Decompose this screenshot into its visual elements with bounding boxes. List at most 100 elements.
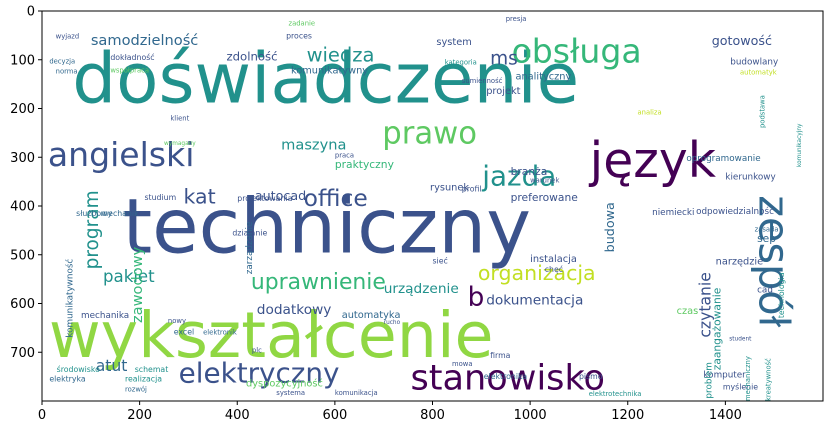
word-rucho: rucho <box>384 320 401 326</box>
word-prawo: prawo <box>382 117 477 152</box>
word-sumienność: sumienność <box>462 77 503 85</box>
word-stanowisko: stanowisko <box>411 357 605 398</box>
word-dyspozycyjność: dyspozycyjność <box>246 377 323 389</box>
word-analityczny: analityczny <box>515 71 571 82</box>
word-doświadczenie: doświadczenie <box>72 40 579 120</box>
y-tick-label: 200 <box>10 102 35 117</box>
word-cad: cad <box>757 285 773 295</box>
word-profil: profil <box>462 184 482 193</box>
word-urządzenie: urządzenie <box>384 281 459 297</box>
y-tick-label: 400 <box>10 200 35 215</box>
word-technologia: technologia <box>777 272 786 318</box>
word-komunikatywność: komunikatywność <box>64 259 75 338</box>
word-kategoria: kategoria <box>445 59 477 67</box>
word-zawodowy: zawodowy <box>129 246 146 323</box>
word-firma: firma <box>490 351 511 360</box>
word-atut: atut <box>96 357 128 375</box>
x-tick-label: 1200 <box>611 408 644 423</box>
word-zdolność: zdolność <box>227 50 278 64</box>
word-schemat: schemat <box>135 365 169 374</box>
word-automatyk: automatyk <box>740 68 777 76</box>
word-problem: problem <box>705 362 715 398</box>
word-mechanik: mechanik <box>101 209 140 218</box>
word-kat: kat <box>184 185 216 209</box>
word-b: b <box>468 283 485 313</box>
word-kreatywność: kreatywność <box>764 358 772 401</box>
x-tick-label: 200 <box>127 408 152 423</box>
word-branża: branża <box>511 165 548 178</box>
word-obsługa: obsługa <box>512 32 642 71</box>
word-systema: systema <box>276 389 305 397</box>
word-sep: sep <box>757 232 776 245</box>
word-język: język <box>589 132 717 189</box>
word-niemiecki: niemiecki <box>652 208 694 218</box>
word-elektrotechnika: elektrotechnika <box>589 390 642 398</box>
word-środowisko: środowisko <box>57 365 100 374</box>
word-plc: plc <box>252 346 262 354</box>
word-gotowość: gotowość <box>712 33 772 48</box>
word-norma: norma <box>56 67 78 75</box>
word-oprogramowanie: oprogramowanie <box>686 154 760 164</box>
word-komunikacja: komunikacja <box>335 389 378 397</box>
word-pismo: pismo <box>579 372 603 381</box>
word-sieć: sieć <box>433 257 448 266</box>
word-dokładność: dokładność <box>110 53 154 62</box>
x-tick-label: 0 <box>38 408 46 423</box>
word-angielski: angielski <box>48 135 195 174</box>
word-zasada: zasada <box>755 225 779 233</box>
word-jazda: jazda <box>481 160 556 193</box>
word-nowy: nowy <box>168 317 186 325</box>
word-presja: presja <box>506 15 527 23</box>
word-mowa: mowa <box>452 360 473 368</box>
word-wykształcenie: wykształcenie <box>49 298 494 372</box>
y-tick-label: 0 <box>27 5 35 20</box>
word-rysunek: rysunek <box>430 182 469 193</box>
word-służbowy: służbowy <box>76 209 112 218</box>
word-wymagany: wymagany <box>164 141 196 147</box>
word-student: student <box>729 337 752 343</box>
word-excel: excel <box>174 328 194 337</box>
word-myślenie: myślenie <box>723 382 758 391</box>
word-praktyczny: praktyczny <box>335 158 394 171</box>
x-tick-label: 1000 <box>514 408 547 423</box>
x-tick-label: 600 <box>322 408 347 423</box>
word-projektowania: projektowania <box>237 194 292 203</box>
word-praca: praca <box>335 151 354 159</box>
word-rozwój: rozwój <box>125 385 147 393</box>
word-program: program <box>82 190 103 269</box>
word-analiza: analiza <box>638 108 662 116</box>
word-komputer: komputer <box>703 371 746 381</box>
word-odpowiedzialność: odpowiedzialność <box>696 206 774 217</box>
word-office: office <box>304 184 368 212</box>
word-elektronik: elektronik <box>203 329 237 337</box>
y-tick-label: 600 <box>10 297 35 312</box>
y-axis: 0 100 200 300 400 500 600 700 <box>10 5 42 361</box>
x-tick-label: 1400 <box>709 408 742 423</box>
y-tick-label: 100 <box>10 53 35 68</box>
word-budowlany: budowlany <box>730 58 778 68</box>
word-maszyna: maszyna <box>281 136 346 153</box>
word-techniczny: techniczny <box>123 182 531 270</box>
word-studium: studium <box>145 193 177 202</box>
word-zespół: zespół <box>750 195 798 327</box>
word-instalacja: instalacja <box>530 254 577 265</box>
word-czas: czas <box>677 306 699 317</box>
word-uprawnienie: uprawnienie <box>251 270 386 295</box>
word-chęć: chęć <box>545 265 563 274</box>
word-system: system <box>436 37 471 48</box>
x-tick-label: 400 <box>225 408 250 423</box>
word-zaangażowanie: zaangażowanie <box>710 288 723 371</box>
word-warunek: warunek <box>530 177 559 185</box>
word-elektryczny: elektryczny <box>179 356 340 389</box>
word-współpraca: współpraca <box>110 66 149 74</box>
word-elektronika: elektronika <box>484 372 528 381</box>
word-pakiet: pakiet <box>103 267 155 286</box>
word-klient: klient <box>170 115 189 123</box>
word-autocad: autocad <box>255 188 306 203</box>
y-tick-label: 500 <box>10 248 35 263</box>
x-tick-label: 800 <box>420 408 445 423</box>
word-działanie: działanie <box>232 228 267 237</box>
word-podstawa: podstawa <box>758 95 766 128</box>
word-organizacja: organizacja <box>478 261 596 285</box>
